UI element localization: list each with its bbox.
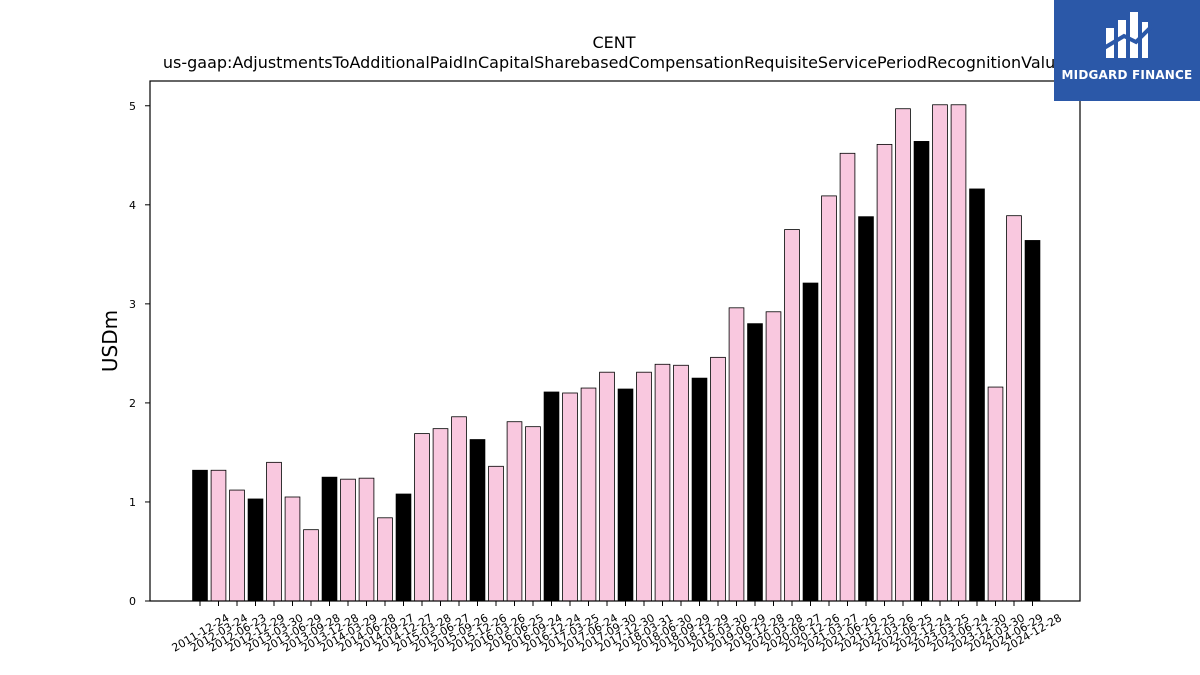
bar xyxy=(673,364,689,602)
y-tick-label: 4 xyxy=(129,199,136,212)
bar xyxy=(525,426,541,602)
bar xyxy=(469,439,486,602)
bar xyxy=(229,489,245,602)
bar xyxy=(358,477,375,602)
bar xyxy=(377,517,393,602)
bar xyxy=(266,461,282,602)
y-axis: 0 1 2 3 4 5 xyxy=(129,100,150,608)
bar xyxy=(192,469,208,602)
bar xyxy=(247,498,264,602)
bar xyxy=(210,469,227,602)
bar xyxy=(395,493,412,602)
bar xyxy=(765,311,782,602)
bar xyxy=(617,388,634,602)
bar xyxy=(821,195,837,602)
bar xyxy=(1024,240,1041,602)
bar xyxy=(932,104,948,602)
bar xyxy=(432,428,449,602)
bar xyxy=(451,416,467,602)
bar xyxy=(858,216,874,602)
bar xyxy=(802,282,819,602)
bar xyxy=(987,386,1004,602)
bar xyxy=(784,229,800,602)
bar xyxy=(728,307,745,602)
y-tick-label: 1 xyxy=(129,496,136,509)
bar xyxy=(913,141,930,602)
bar xyxy=(599,371,615,602)
x-axis: 2011-12-242012-03-242012-06-232012-12-29… xyxy=(170,601,1064,655)
bar xyxy=(895,108,911,602)
chart-subtitle: us-gaap:AdjustmentsToAdditionalPaidInCap… xyxy=(163,53,1065,72)
bar xyxy=(340,478,356,602)
bar xyxy=(654,363,671,602)
bar xyxy=(488,465,504,602)
plot-frame xyxy=(149,80,1081,602)
bar xyxy=(969,188,985,602)
bar xyxy=(543,391,560,602)
y-tick-label: 3 xyxy=(129,298,136,311)
y-tick-label: 5 xyxy=(129,100,136,113)
bar xyxy=(562,392,578,602)
y-tick-label: 2 xyxy=(129,397,136,410)
bar xyxy=(636,371,652,602)
bar xyxy=(414,433,430,602)
chart-title: CENT xyxy=(592,33,635,52)
bar xyxy=(580,387,597,602)
brand-logo: MIDGARD FINANCE xyxy=(1054,0,1200,101)
logo-text: MIDGARD FINANCE xyxy=(1061,68,1193,82)
bar xyxy=(710,356,726,602)
bar xyxy=(284,496,301,602)
bar xyxy=(321,476,338,602)
bar xyxy=(747,323,763,602)
bar xyxy=(839,152,856,602)
bar xyxy=(876,143,893,602)
bar xyxy=(950,104,967,602)
logo-mark-icon xyxy=(1102,12,1154,58)
bar xyxy=(506,421,523,602)
bar xyxy=(691,377,708,602)
y-tick-label: 0 xyxy=(129,595,136,608)
bars xyxy=(192,104,1041,602)
bar xyxy=(1006,215,1022,602)
bar xyxy=(303,529,319,602)
y-axis-label: USDm xyxy=(98,310,122,372)
